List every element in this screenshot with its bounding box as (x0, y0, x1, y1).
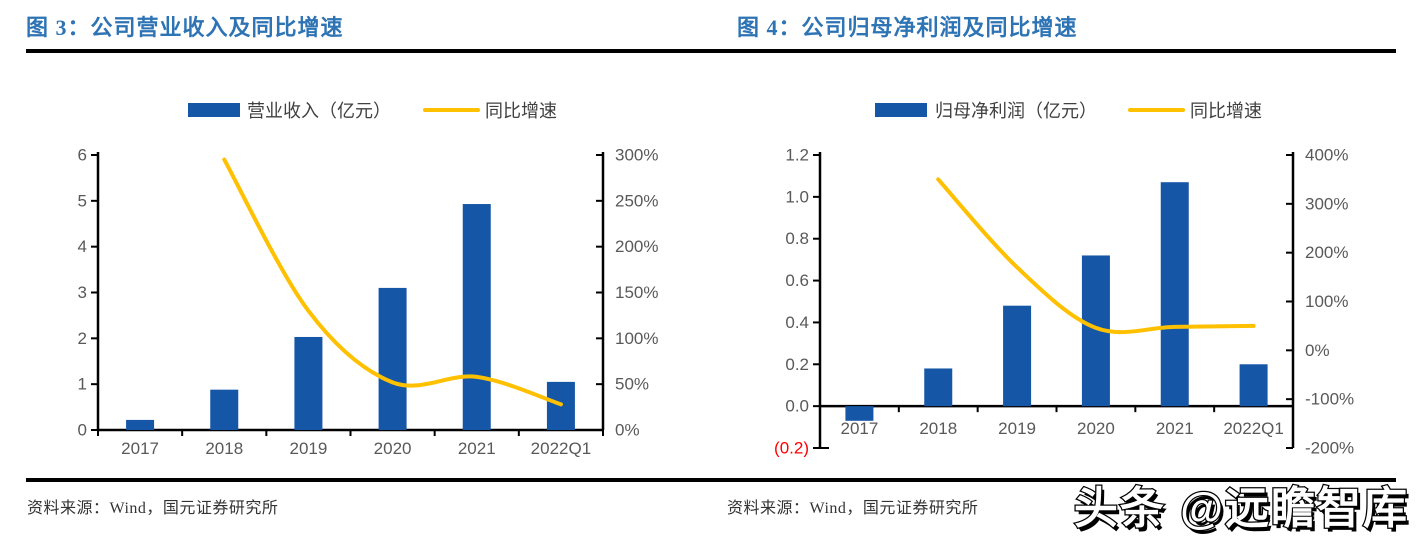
category-label-2022Q1: 2022Q1 (1223, 419, 1284, 438)
bar-2019 (294, 336, 323, 430)
y-axis-left-tick-label: 6 (78, 146, 87, 165)
y-axis-right-tick-label: 50% (615, 375, 649, 394)
y-axis-left-tick-label: 2 (78, 329, 87, 348)
figure3-source: 资料来源：Wind，国元证券研究所 (27, 500, 279, 517)
bar-2021 (462, 204, 491, 430)
y-axis-left-tick-label: 0.2 (785, 355, 809, 374)
legend-line-label: 同比增速 (485, 101, 557, 121)
y-axis-right-tick-label: 0% (1305, 341, 1330, 360)
y-axis-right-tick-label: -100% (1305, 390, 1354, 409)
figure3-title: 图 3：公司营业收入及同比增速 (26, 15, 344, 40)
y-axis-left-tick-label: 1.0 (785, 187, 809, 206)
y-axis-left-tick-label: 1 (78, 375, 87, 394)
y-axis-right-tick-label: 200% (1305, 243, 1348, 262)
net-profit-growth-chart: 归母净利润（亿元） 同比增速 1.2 1.0 0.8 0.6 0.4 0.2 0.0 (0.2) 4… (774, 101, 1354, 458)
bar-2019 (1003, 305, 1032, 407)
y-axis-right-tick-label: 300% (1305, 194, 1348, 213)
category-label-2017: 2017 (841, 419, 879, 438)
category-label-2020: 2020 (374, 439, 412, 458)
y-axis-right-tick-label: 200% (615, 237, 658, 256)
growth-line (222, 157, 563, 407)
y-axis-left-tick-label: 0.0 (785, 397, 809, 416)
y-axis-left-tick-label: (0.2) (774, 439, 809, 458)
bar-2022Q1 (1239, 364, 1268, 407)
y-axis-left-tick-label: 5 (78, 191, 87, 210)
y-axis-right-tick-label: 250% (615, 191, 658, 210)
revenue-growth-chart: 营业收入（亿元） 同比增速 6 5 4 3 2 1 0 300% 250% 200% 150% 100% 5… (78, 101, 659, 458)
watermark: 头条 @远瞻智库 (1073, 483, 1409, 535)
footer-rule (26, 478, 1396, 482)
y-axis-right-tick-label: 400% (1305, 146, 1348, 165)
legend-bar-swatch (188, 103, 240, 117)
figure4-source: 资料来源：Wind，国元证券研究所 (727, 500, 979, 517)
legend-bar-label: 营业收入（亿元） (247, 101, 391, 121)
category-label-2019: 2019 (290, 439, 328, 458)
category-label-2019: 2019 (998, 419, 1036, 438)
category-label-2020: 2020 (1077, 419, 1115, 438)
y-axis-right-tick-label: 0% (615, 421, 640, 440)
y-axis-left-tick-label: 0.6 (785, 271, 809, 290)
y-axis-right-tick-label: 100% (1305, 292, 1348, 311)
growth-line (936, 177, 1256, 335)
y-axis-right-tick-label: 300% (615, 146, 658, 165)
y-axis-left-tick-label: 0 (78, 421, 87, 440)
bar-2018 (924, 368, 953, 407)
y-axis-right-tick-label: 150% (615, 283, 658, 302)
bar-2020 (378, 287, 407, 430)
bar-2018 (210, 389, 239, 430)
y-axis-left-tick-label: 4 (78, 237, 87, 256)
legend-line-label: 同比增速 (1190, 101, 1262, 121)
bar-2017 (845, 406, 874, 421)
y-axis-left-tick-label: 3 (78, 283, 87, 302)
legend-bar-swatch (875, 103, 927, 117)
bar-2021 (1160, 182, 1189, 407)
figure4-title: 图 4：公司归母净利润及同比增速 (737, 15, 1078, 40)
y-axis-right-tick-label: 100% (615, 329, 658, 348)
category-label-2018: 2018 (919, 419, 957, 438)
y-axis-left-tick-label: 0.4 (785, 313, 809, 332)
legend-bar-label: 归母净利润（亿元） (935, 101, 1097, 121)
category-label-2018: 2018 (205, 439, 243, 458)
category-label-2017: 2017 (121, 439, 159, 458)
category-label-2022Q1: 2022Q1 (531, 439, 592, 458)
category-label-2021: 2021 (1156, 419, 1194, 438)
y-axis-right-tick-label: -200% (1305, 439, 1354, 458)
y-axis-left-tick-label: 1.2 (785, 146, 809, 165)
title-underline-rule (26, 49, 1396, 53)
y-axis-left-tick-label: 0.8 (785, 229, 809, 248)
category-label-2021: 2021 (458, 439, 496, 458)
bar-2017 (126, 419, 155, 430)
